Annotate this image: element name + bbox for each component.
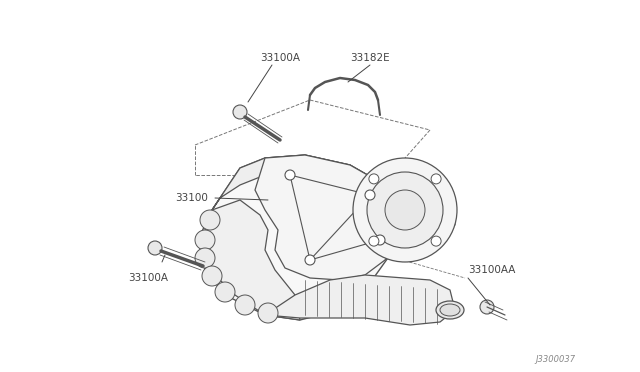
Circle shape <box>148 241 162 255</box>
Circle shape <box>375 235 385 245</box>
Circle shape <box>233 105 247 119</box>
Circle shape <box>480 300 494 314</box>
Circle shape <box>200 210 220 230</box>
Circle shape <box>195 230 215 250</box>
Text: 33182E: 33182E <box>350 53 390 63</box>
Polygon shape <box>198 155 400 320</box>
Polygon shape <box>385 185 455 235</box>
Circle shape <box>365 190 375 200</box>
Circle shape <box>195 248 215 268</box>
Polygon shape <box>212 155 385 210</box>
Polygon shape <box>255 155 400 280</box>
Circle shape <box>369 174 379 184</box>
Circle shape <box>369 236 379 246</box>
Circle shape <box>285 170 295 180</box>
Ellipse shape <box>436 301 464 319</box>
Circle shape <box>202 266 222 286</box>
Text: J3300037: J3300037 <box>535 356 575 365</box>
Circle shape <box>215 282 235 302</box>
Text: 33100AA: 33100AA <box>468 265 515 275</box>
Text: 33100A: 33100A <box>128 273 168 283</box>
Polygon shape <box>205 200 300 320</box>
Circle shape <box>353 158 457 262</box>
Circle shape <box>258 303 278 323</box>
Circle shape <box>305 255 315 265</box>
Text: 33100A: 33100A <box>260 53 300 63</box>
Circle shape <box>367 172 443 248</box>
Circle shape <box>431 236 441 246</box>
Circle shape <box>385 190 425 230</box>
Circle shape <box>431 174 441 184</box>
Ellipse shape <box>440 304 460 316</box>
Polygon shape <box>265 275 455 325</box>
Text: 33100: 33100 <box>175 193 208 203</box>
Circle shape <box>235 295 255 315</box>
